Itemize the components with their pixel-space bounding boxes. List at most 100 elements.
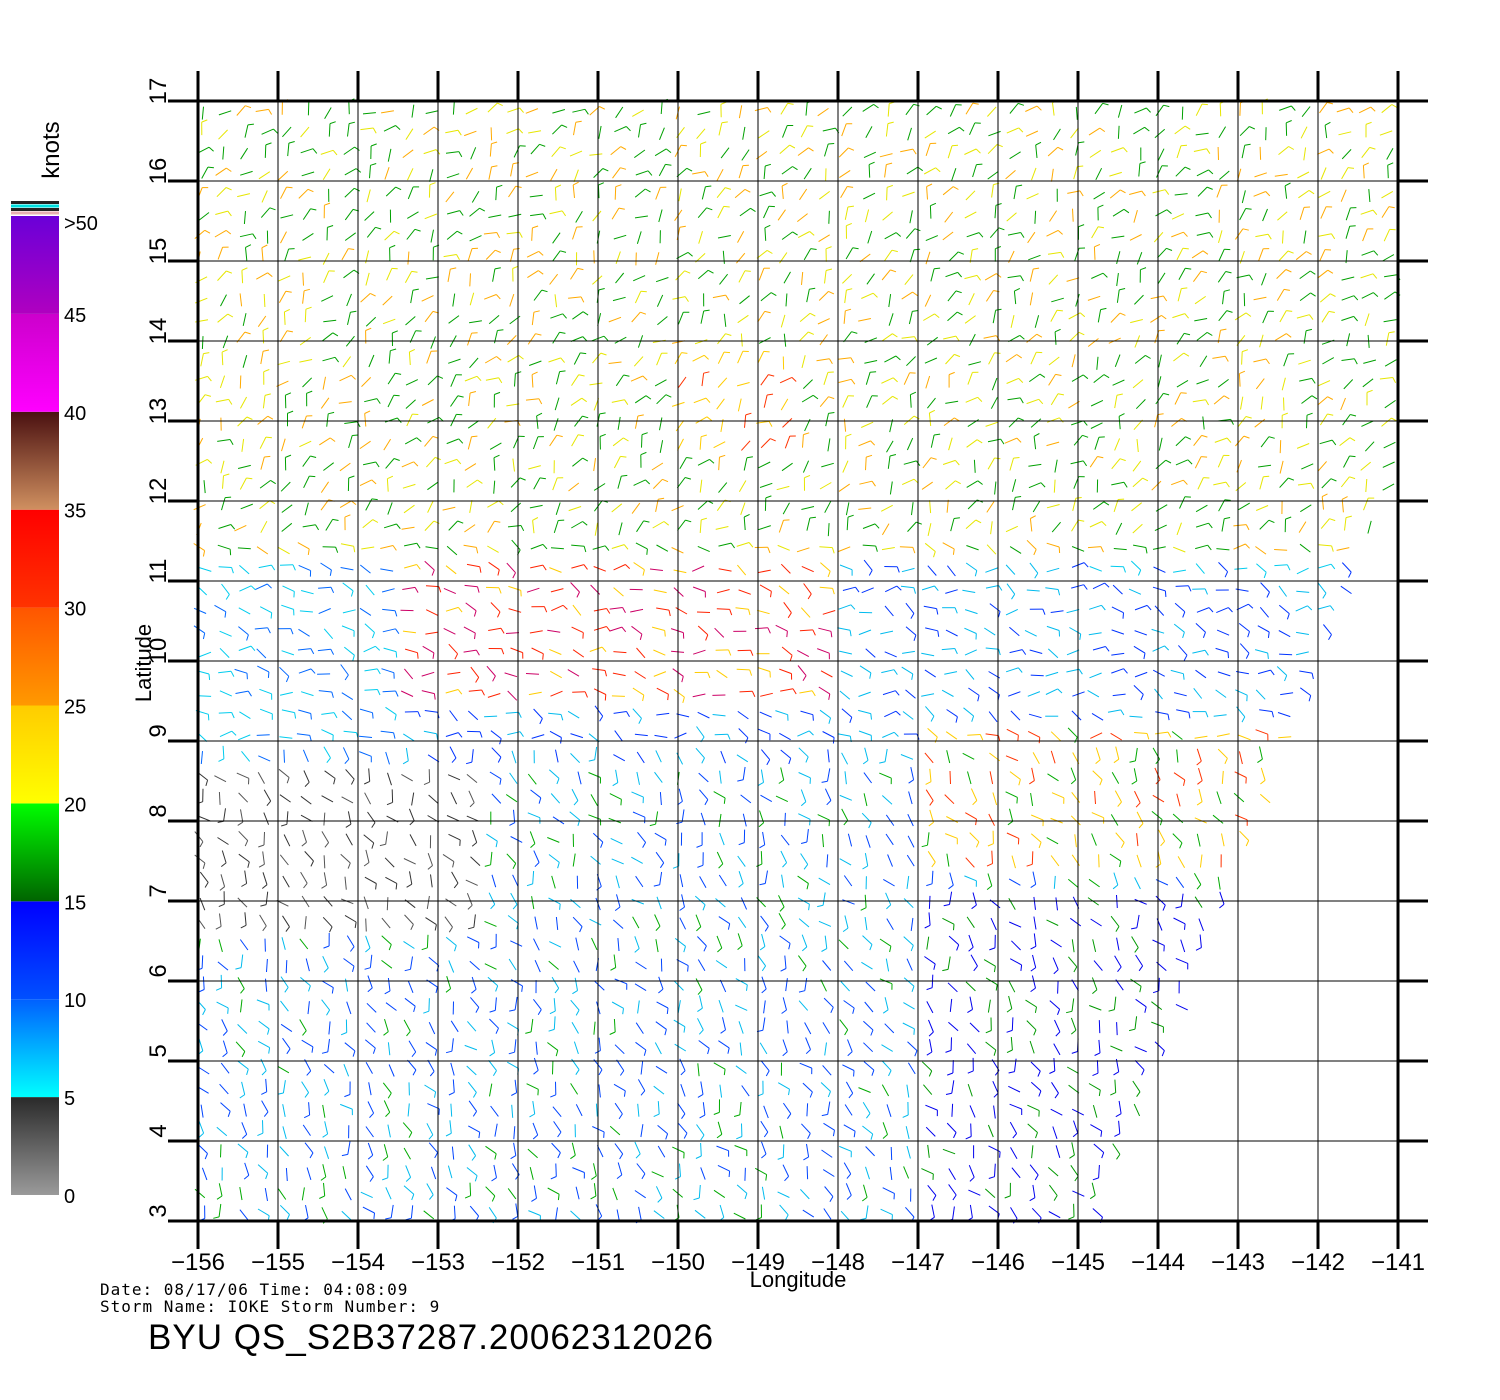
wind-barb (1090, 1124, 1102, 1132)
wind-barb (965, 669, 975, 680)
wind-barb (969, 832, 980, 843)
wind-barb (240, 503, 253, 510)
wind-barb (1338, 131, 1352, 136)
wind-barb (1340, 585, 1352, 595)
wind-barb (779, 252, 788, 264)
wind-barb (1128, 588, 1142, 595)
wind-barb (364, 623, 375, 633)
wind-barb (1046, 504, 1060, 509)
wind-barb (881, 333, 893, 342)
wind-barb (426, 457, 436, 468)
wind-barb-flag (896, 566, 900, 573)
wind-barb-flag (1123, 668, 1128, 674)
storm-info-line: Storm Name: IOKE Storm Number: 9 (100, 1297, 441, 1316)
wind-barb (1233, 524, 1247, 527)
wind-barb (1155, 711, 1169, 715)
wind-barb-flag (417, 652, 419, 659)
wind-barb (555, 502, 561, 515)
wind-barb (344, 168, 357, 176)
wind-barb-flag (1146, 107, 1151, 113)
wind-barb (722, 1017, 726, 1031)
wind-barb (506, 335, 517, 346)
wind-barb-flag (737, 779, 744, 782)
wind-barb-flag (324, 1090, 330, 1096)
wind-barb (340, 664, 349, 676)
wind-barb (548, 712, 562, 715)
wind-barb (655, 1186, 663, 1199)
wind-barb (1367, 520, 1372, 534)
wind-barb (1343, 379, 1354, 390)
wind-barb (1341, 149, 1352, 160)
wind-barb-flag (971, 904, 977, 910)
wind-barb-flag (995, 984, 998, 991)
wind-barb (1112, 693, 1126, 697)
wind-barb (965, 857, 975, 868)
wind-barb (525, 108, 539, 114)
wind-barb-flag (429, 1071, 435, 1077)
wind-barb (527, 773, 537, 785)
wind-barb (1217, 378, 1229, 388)
wind-barb (908, 791, 913, 805)
wind-barb-flag (1205, 711, 1209, 718)
wind-barb (1026, 539, 1037, 550)
wind-barb-flag (306, 390, 313, 394)
wind-barb-flag (539, 718, 543, 725)
wind-barb (801, 271, 804, 285)
wind-barb (300, 691, 314, 697)
wind-barb-flag (228, 399, 233, 405)
wind-barb (257, 415, 269, 425)
wind-barb (298, 709, 311, 714)
wind-barb (324, 1146, 330, 1159)
wind-barb (964, 148, 977, 155)
wind-barb-flag (713, 1111, 720, 1115)
wind-barb (279, 854, 289, 866)
wind-barb-flag (312, 148, 318, 154)
wind-barb (673, 688, 685, 698)
wind-barb-flag (575, 120, 582, 123)
wind-barb-flag (1208, 607, 1214, 613)
wind-barb-flag (770, 292, 777, 297)
wind-barb (1155, 459, 1167, 470)
wind-barb (1382, 254, 1395, 262)
wind-barb (879, 938, 892, 947)
wind-barb (427, 375, 438, 386)
wind-barb (302, 208, 311, 220)
wind-barb (781, 185, 784, 199)
wind-barb (613, 711, 627, 714)
wind-barb-flag (1208, 169, 1214, 175)
wind-barb (659, 792, 662, 806)
wind-barb-flag (761, 965, 767, 972)
wind-barb-flag (1200, 270, 1208, 274)
wind-barb-flag (996, 273, 1002, 278)
wind-barb (1089, 149, 1102, 158)
wind-barb-flag (352, 655, 355, 662)
wind-barb-flag (222, 1030, 228, 1036)
wind-barb (528, 130, 542, 134)
wind-barb (863, 192, 876, 200)
wind-barb-flag (811, 690, 816, 697)
wind-barb (319, 437, 331, 446)
wind-barb (991, 184, 994, 198)
wind-barb (593, 608, 607, 612)
wind-barb-flag (746, 984, 748, 991)
wind-barb-flag (288, 141, 295, 144)
wind-barb-flag (606, 608, 611, 614)
wind-barb-flag (973, 965, 978, 972)
wind-barb (906, 1145, 911, 1159)
wind-barb-flag (372, 712, 374, 719)
wind-barb-flag (614, 906, 621, 911)
wind-barb-flag (1092, 989, 1098, 994)
wind-barb-flag (695, 1155, 702, 1159)
wind-barb-flag (310, 455, 317, 458)
wind-barb (1134, 877, 1141, 890)
wind-barb (797, 231, 810, 239)
wind-barb (633, 479, 646, 486)
wind-barb-flag (640, 1090, 646, 1096)
wind-barb (302, 232, 314, 241)
wind-barb-flag (578, 434, 585, 437)
wind-barb-flag (557, 1152, 561, 1159)
wind-barb (825, 413, 829, 427)
wind-barb (742, 126, 746, 140)
wind-barb (530, 543, 544, 550)
wind-barb (858, 629, 872, 636)
